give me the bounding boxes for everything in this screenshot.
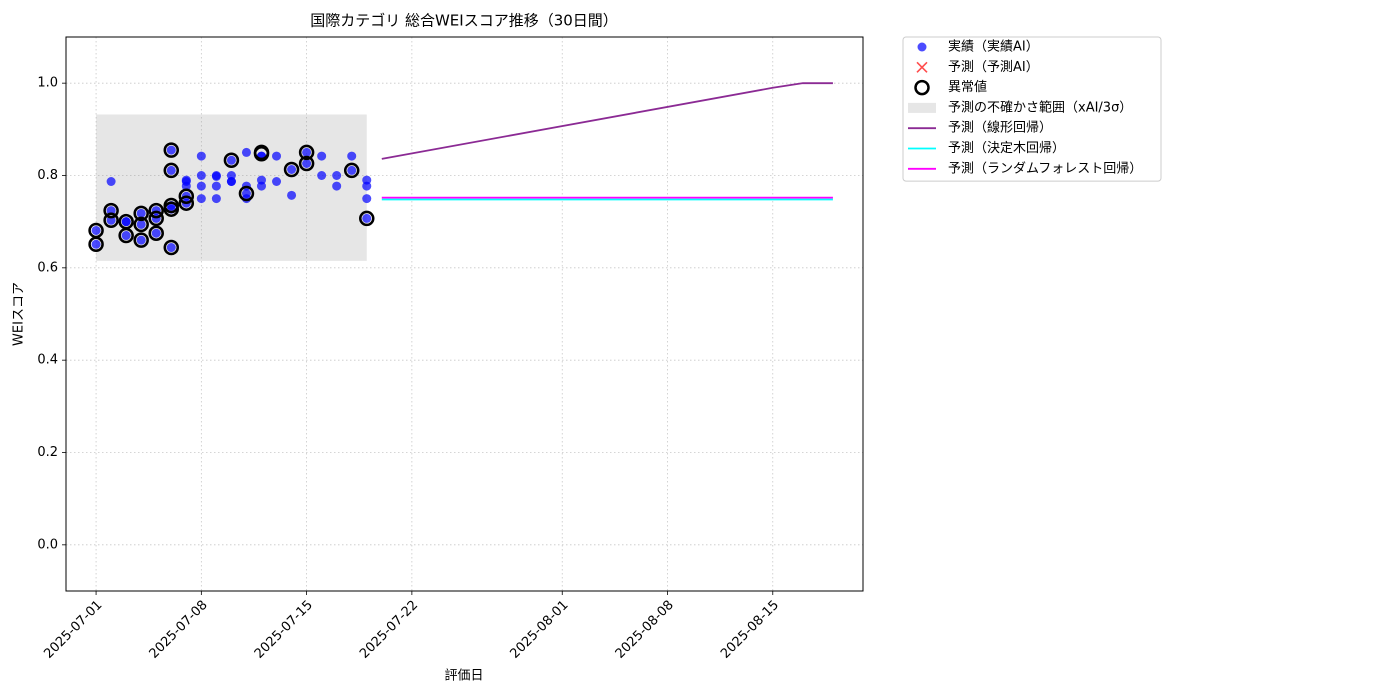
legend-frame	[902, 36, 1162, 182]
y-tick-label: 1.0	[37, 76, 58, 91]
anomaly-point	[163, 142, 180, 158]
data-point	[272, 177, 282, 187]
x-tick-label: 2025-08-15	[718, 598, 782, 662]
anomaly-point	[163, 239, 180, 256]
anomaly-point	[178, 195, 195, 211]
x-tick-label: 2025-07-15	[252, 598, 316, 662]
legend-marker	[916, 61, 928, 73]
legend-marker	[908, 102, 936, 113]
data-point	[211, 194, 221, 204]
data-point	[166, 145, 176, 155]
data-point	[166, 165, 176, 175]
data-point	[166, 243, 176, 253]
legend-marker	[917, 42, 927, 52]
data-point	[241, 189, 251, 199]
x-tick-label: 2025-07-22	[357, 598, 421, 662]
anomaly-point	[148, 210, 164, 227]
anomaly-point	[148, 225, 164, 241]
plot-frame	[65, 36, 864, 592]
data-point	[136, 208, 146, 218]
y-tick-label: 0.2	[37, 445, 58, 460]
data-point	[196, 194, 206, 204]
data-point	[332, 171, 342, 180]
data-point	[317, 171, 327, 180]
data-point	[226, 177, 236, 187]
anomaly-point	[223, 152, 240, 169]
data-point	[121, 217, 131, 227]
data-point	[196, 151, 206, 161]
legend-label: 予測（予測AI）	[948, 60, 1039, 75]
y-tick-label: 0.0	[37, 537, 58, 552]
data-point	[106, 215, 116, 225]
anomaly-point	[88, 222, 104, 239]
data-point	[196, 181, 206, 191]
data-point	[106, 206, 116, 216]
anomaly-point	[133, 232, 149, 248]
chart-title: 国際カテゴリ 総合WEIスコア推移（30日間）	[310, 12, 618, 30]
anomaly-point	[133, 216, 149, 233]
anomaly-point	[253, 146, 270, 162]
anomaly-point	[238, 185, 255, 202]
data-point	[287, 190, 297, 200]
y-tick-label: 0.6	[37, 260, 58, 275]
x-tick-label: 2025-08-01	[508, 598, 572, 662]
x-tick-label: 2025-08-08	[613, 598, 677, 662]
legend-label: 異常値	[948, 79, 987, 95]
data-point	[362, 194, 372, 204]
data-point	[151, 228, 161, 238]
data-point	[106, 177, 116, 187]
legend-label: 予測の不確かさ範囲（xAI/3σ）	[948, 99, 1132, 115]
legend-label: 予測（決定木回帰）	[948, 140, 1065, 156]
data-point	[91, 225, 101, 235]
y-tick-label: 0.4	[37, 353, 58, 368]
data-point	[332, 181, 342, 191]
data-point	[196, 171, 206, 180]
anomaly-point	[359, 210, 375, 227]
anomaly-point	[118, 227, 134, 244]
data-point	[256, 181, 266, 191]
anomaly-point	[298, 144, 315, 161]
data-point	[211, 181, 221, 191]
anomaly-point	[298, 155, 315, 172]
x-tick-label: 2025-07-08	[147, 598, 211, 662]
data-point	[362, 175, 372, 185]
data-point	[181, 177, 191, 187]
data-point	[136, 235, 146, 245]
data-point	[347, 165, 357, 175]
legend-marker	[914, 79, 930, 96]
x-axis-label: 評価日	[444, 669, 483, 684]
uncertainty-band	[96, 114, 367, 261]
data-point	[136, 219, 146, 229]
data-point	[272, 151, 282, 161]
forecast-line	[381, 82, 833, 160]
data-point	[347, 151, 357, 161]
data-point	[121, 231, 131, 241]
anomaly-point	[163, 162, 180, 179]
anomaly-point	[283, 161, 300, 178]
anomaly-point	[178, 188, 195, 205]
legend-label: 予測（ランダムフォレスト回帰）	[948, 160, 1142, 176]
data-point	[241, 147, 251, 157]
data-point	[362, 213, 372, 223]
data-point	[317, 151, 327, 161]
y-tick-label: 0.8	[37, 168, 58, 183]
anomaly-point	[163, 201, 180, 217]
legend-label: 実績（実績AI）	[948, 39, 1039, 55]
data-point	[287, 164, 297, 174]
data-point	[211, 171, 221, 181]
anomaly-point	[103, 202, 119, 219]
data-point	[302, 147, 312, 157]
data-point	[91, 239, 101, 249]
y-axis-label: WEIスコア	[12, 282, 27, 346]
legend-label: 予測（線形回帰）	[948, 120, 1052, 136]
anomaly-point	[103, 212, 119, 229]
x-tick-label: 2025-07-01	[41, 598, 105, 662]
data-point	[226, 155, 236, 165]
anomaly-point	[133, 205, 149, 222]
data-point	[302, 158, 312, 168]
anomaly-point	[343, 162, 360, 179]
anomaly-point	[148, 202, 164, 219]
